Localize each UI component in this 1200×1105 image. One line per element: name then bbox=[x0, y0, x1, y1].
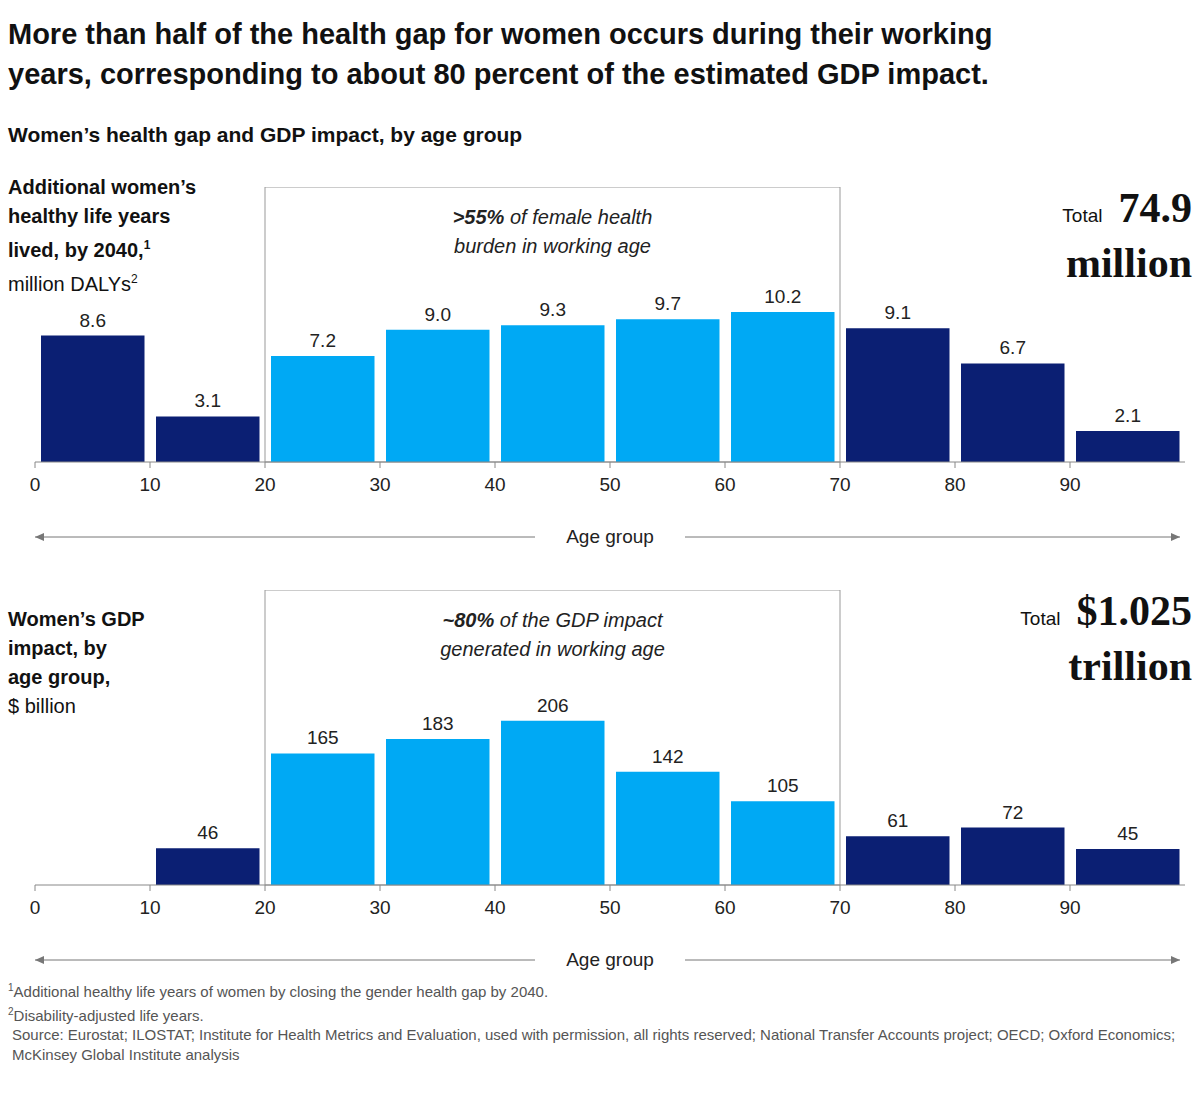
html-text:burden in working age: burden in working age bbox=[454, 235, 651, 257]
svg-text:0: 0 bbox=[30, 474, 41, 495]
svg-text:90: 90 bbox=[1059, 897, 1080, 918]
svg-text:60: 60 bbox=[714, 897, 735, 918]
svg-text:Age group: Age group bbox=[566, 949, 654, 970]
html-text:$ billion: $ billion bbox=[8, 695, 76, 717]
svg-text:10: 10 bbox=[139, 897, 160, 918]
svg-text:7.2: 7.2 bbox=[310, 330, 336, 351]
html-text:Total: Total bbox=[1062, 205, 1103, 226]
svg-text:40: 40 bbox=[484, 897, 505, 918]
svg-text:6.7: 6.7 bbox=[1000, 337, 1026, 358]
html-text:Additional women’s: Additional women’s bbox=[8, 176, 197, 198]
svg-text:Age group: Age group bbox=[566, 526, 654, 547]
svg-text:61: 61 bbox=[887, 810, 908, 831]
html-text:trillion: trillion bbox=[1068, 643, 1192, 689]
svg-text:70: 70 bbox=[829, 897, 850, 918]
html-text:74.9: 74.9 bbox=[1118, 185, 1192, 231]
svg-text:10.2: 10.2 bbox=[764, 286, 801, 307]
svg-text:8.6: 8.6 bbox=[80, 310, 106, 331]
svg-text:10: 10 bbox=[139, 474, 160, 495]
svg-text:60: 60 bbox=[714, 474, 735, 495]
html-text:>55% of female health: >55% of female health bbox=[452, 206, 653, 228]
svg-text:70: 70 bbox=[829, 474, 850, 495]
html-text:million: million bbox=[1066, 240, 1192, 286]
svg-text:105: 105 bbox=[767, 775, 799, 796]
html-text:generated in working age: generated in working age bbox=[440, 638, 665, 660]
html-text:million DALYs2: million DALYs2 bbox=[8, 271, 138, 295]
html-text:Source: Eurostat; ILOSTAT; Ins: Source: Eurostat; ILOSTAT; Institute for… bbox=[12, 1026, 1176, 1063]
html-text:impact, by: impact, by bbox=[8, 637, 107, 659]
svg-text:142: 142 bbox=[652, 746, 684, 767]
html-text:lived, by 2040,1: lived, by 2040,1 bbox=[8, 238, 151, 261]
svg-text:40: 40 bbox=[484, 474, 505, 495]
svg-text:80: 80 bbox=[944, 897, 965, 918]
html-text:1Additional healthy life years: 1Additional healthy life years of women … bbox=[8, 982, 549, 1000]
svg-text:3.1: 3.1 bbox=[195, 390, 221, 411]
svg-text:46: 46 bbox=[197, 822, 218, 843]
svg-text:80: 80 bbox=[944, 474, 965, 495]
html-text:2Disability-adjusted life year: 2Disability-adjusted life years. bbox=[8, 1005, 204, 1024]
html-text:More than half of the health g: More than half of the health gap for wom… bbox=[8, 18, 993, 50]
svg-text:30: 30 bbox=[369, 897, 390, 918]
svg-text:20: 20 bbox=[254, 897, 275, 918]
html-text:Women’s GDP: Women’s GDP bbox=[8, 608, 145, 630]
html-text:years, corresponding to about: years, corresponding to about 80 percent… bbox=[8, 58, 989, 90]
svg-text:30: 30 bbox=[369, 474, 390, 495]
svg-text:72: 72 bbox=[1002, 802, 1023, 823]
html-text:healthy life years: healthy life years bbox=[8, 205, 171, 227]
svg-text:2.1: 2.1 bbox=[1115, 405, 1141, 426]
svg-text:9.7: 9.7 bbox=[655, 293, 681, 314]
svg-text:50: 50 bbox=[599, 897, 620, 918]
svg-text:45: 45 bbox=[1117, 823, 1138, 844]
svg-text:50: 50 bbox=[599, 474, 620, 495]
svg-text:206: 206 bbox=[537, 695, 569, 716]
html-text:$1.025: $1.025 bbox=[1076, 588, 1192, 634]
svg-text:165: 165 bbox=[307, 727, 339, 748]
html-text:Total: Total bbox=[1020, 608, 1061, 629]
html-text:age group,: age group, bbox=[8, 666, 111, 688]
html-text:~80% of the GDP impact: ~80% of the GDP impact bbox=[442, 609, 663, 631]
svg-text:20: 20 bbox=[254, 474, 275, 495]
svg-text:9.0: 9.0 bbox=[425, 304, 451, 325]
svg-text:9.1: 9.1 bbox=[885, 302, 911, 323]
html-text:Women’s health gap and GDP imp: Women’s health gap and GDP impact, by ag… bbox=[8, 123, 523, 146]
svg-text:183: 183 bbox=[422, 713, 454, 734]
svg-text:90: 90 bbox=[1059, 474, 1080, 495]
svg-text:0: 0 bbox=[30, 897, 41, 918]
svg-text:9.3: 9.3 bbox=[540, 299, 566, 320]
